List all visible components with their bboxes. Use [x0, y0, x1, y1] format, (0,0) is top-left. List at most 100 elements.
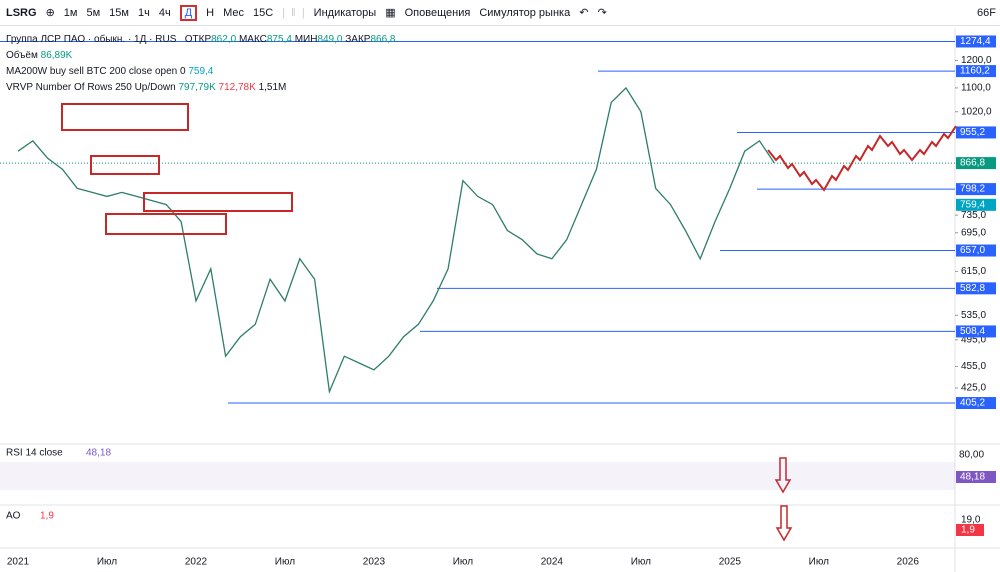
symbol-name: Группа ЛСР ПАО · обыкн. · 1Д · RUS — [6, 34, 177, 45]
vrvp-total: 1,51M — [258, 82, 287, 93]
ao-badge — [956, 524, 984, 536]
add[interactable]: ⊕ — [45, 7, 55, 19]
level-badge — [956, 397, 996, 410]
x-tick-label: Июл — [453, 557, 473, 568]
vrvp-label: VRVP Number Of Rows 250 Up/Down — [6, 82, 176, 93]
vrvp-up: 797,79K — [178, 82, 216, 93]
symbol[interactable]: LSRG — [6, 6, 37, 19]
level-badge — [956, 244, 996, 257]
x-tick-label: 2025 — [719, 557, 742, 568]
x-tick-label: Июл — [275, 557, 295, 568]
l: 849,0 — [317, 34, 343, 45]
x-tick-label: Июл — [809, 557, 829, 568]
x-tick-label: 2023 — [363, 557, 386, 568]
level-badge — [956, 65, 996, 78]
ao-badge-label: 1,9 — [961, 525, 975, 536]
y-tick-label: 615,0 — [961, 266, 986, 277]
x-tick-label: 2022 — [185, 557, 208, 568]
y-tick-label: 425,0 — [961, 383, 986, 394]
annotation-box — [61, 103, 189, 131]
rsi-value: 48,18 — [86, 448, 111, 459]
level-label: 405,2 — [960, 398, 985, 409]
annotation-box — [143, 192, 293, 212]
rsi-badge-label: 48,18 — [960, 472, 985, 483]
level-badge — [956, 325, 996, 338]
interval[interactable]: Н — [206, 6, 215, 19]
x-tick-label: Июл — [631, 557, 651, 568]
h-label: МАКС — [238, 34, 267, 45]
legend-ma: MA200W buy sell BTC 200 close open 0 759… — [6, 64, 396, 80]
rsi-badge — [956, 471, 996, 483]
y-tick-label: 1100,0 — [961, 83, 991, 94]
x-tick-label: 2021 — [7, 557, 30, 568]
price-line — [17, 86, 775, 395]
right: 66F — [977, 6, 996, 19]
forecast-zigzag — [767, 125, 957, 192]
arrow — [774, 457, 792, 494]
interval[interactable]: Мес — [223, 6, 244, 19]
undo[interactable]: ↶ ↷ — [579, 7, 607, 19]
level-label: 582,8 — [960, 283, 985, 294]
level-badge — [956, 126, 996, 139]
vol: 86,89K — [40, 50, 73, 61]
level-label: 1274,4 — [960, 36, 991, 47]
annotation-box — [90, 155, 160, 175]
interval[interactable]: 1м — [63, 6, 78, 19]
replay[interactable]: Симулятор рынка — [479, 6, 571, 19]
o: 862,0 — [211, 34, 237, 45]
x-tick-label: 2026 — [897, 557, 920, 568]
rsi-label: RSI 14 close — [6, 448, 63, 459]
alerts[interactable]: Оповещения — [404, 6, 471, 19]
c: 866,8 — [370, 34, 396, 45]
level-badge — [956, 35, 996, 48]
level-badge — [956, 183, 996, 196]
o-label: ОТКР — [184, 34, 212, 45]
level-label: 866,8 — [960, 158, 985, 169]
interval[interactable]: 15м — [109, 6, 129, 19]
y-tick-label: 455,0 — [961, 361, 986, 372]
sep: | ǁ | — [282, 6, 305, 19]
vrvp-down: 712,78K — [218, 82, 256, 93]
y-tick-label: 495,0 — [961, 335, 986, 346]
level-label: 759,4 — [960, 199, 985, 210]
rsi-axis: 80,00 — [959, 450, 984, 461]
level-label: 798,2 — [960, 184, 985, 195]
level-label: 955,2 — [960, 127, 985, 138]
interval[interactable]: 1ч — [137, 6, 150, 19]
h: 875,4 — [266, 34, 292, 45]
level-label: 1160,2 — [960, 66, 990, 77]
indicators[interactable]: Индикаторы — [313, 6, 377, 19]
ma-label: MA200W buy sell BTC 200 close open 0 — [6, 66, 186, 77]
vol-label: Объём — [6, 50, 38, 61]
level-label: 508,4 — [960, 326, 985, 337]
ma: 759,4 — [188, 66, 214, 77]
range[interactable]: 15С — [253, 6, 274, 19]
legend-volume: Объём 86,89K — [6, 48, 396, 64]
annotation-box — [105, 213, 227, 235]
ao-label: AO — [6, 511, 21, 522]
legend: Группа ЛСР ПАО · обыкн. · 1Д · RUS ОТКР8… — [6, 32, 396, 96]
arrow — [775, 505, 793, 542]
y-tick-label: 535,0 — [961, 310, 986, 321]
c-label: ЗАКР — [345, 34, 371, 45]
x-tick-label: Июл — [97, 557, 117, 568]
ao-value: 1,9 — [40, 511, 54, 522]
y-tick-label: 1200,0 — [961, 55, 992, 66]
legend-main: Группа ЛСР ПАО · обыкн. · 1Д · RUS ОТКР8… — [6, 32, 396, 48]
legend-vrvp: VRVP Number Of Rows 250 Up/Down 797,79K … — [6, 80, 396, 96]
l-label: МИН — [294, 34, 318, 45]
interval[interactable]: 5м — [86, 6, 101, 19]
level-badge — [956, 282, 996, 295]
level-badge — [956, 157, 996, 170]
layouts[interactable]: ▦ — [385, 7, 396, 19]
level-label: 657,0 — [960, 245, 985, 256]
y-tick-label: 735,0 — [961, 210, 986, 221]
y-tick-label: 695,0 — [961, 227, 986, 238]
level-badge — [956, 198, 996, 211]
interval[interactable]: 4ч — [158, 6, 171, 19]
interval[interactable]: Д — [179, 4, 198, 21]
rsi-band — [0, 462, 955, 490]
ao-axis: 19,0 — [961, 515, 981, 526]
